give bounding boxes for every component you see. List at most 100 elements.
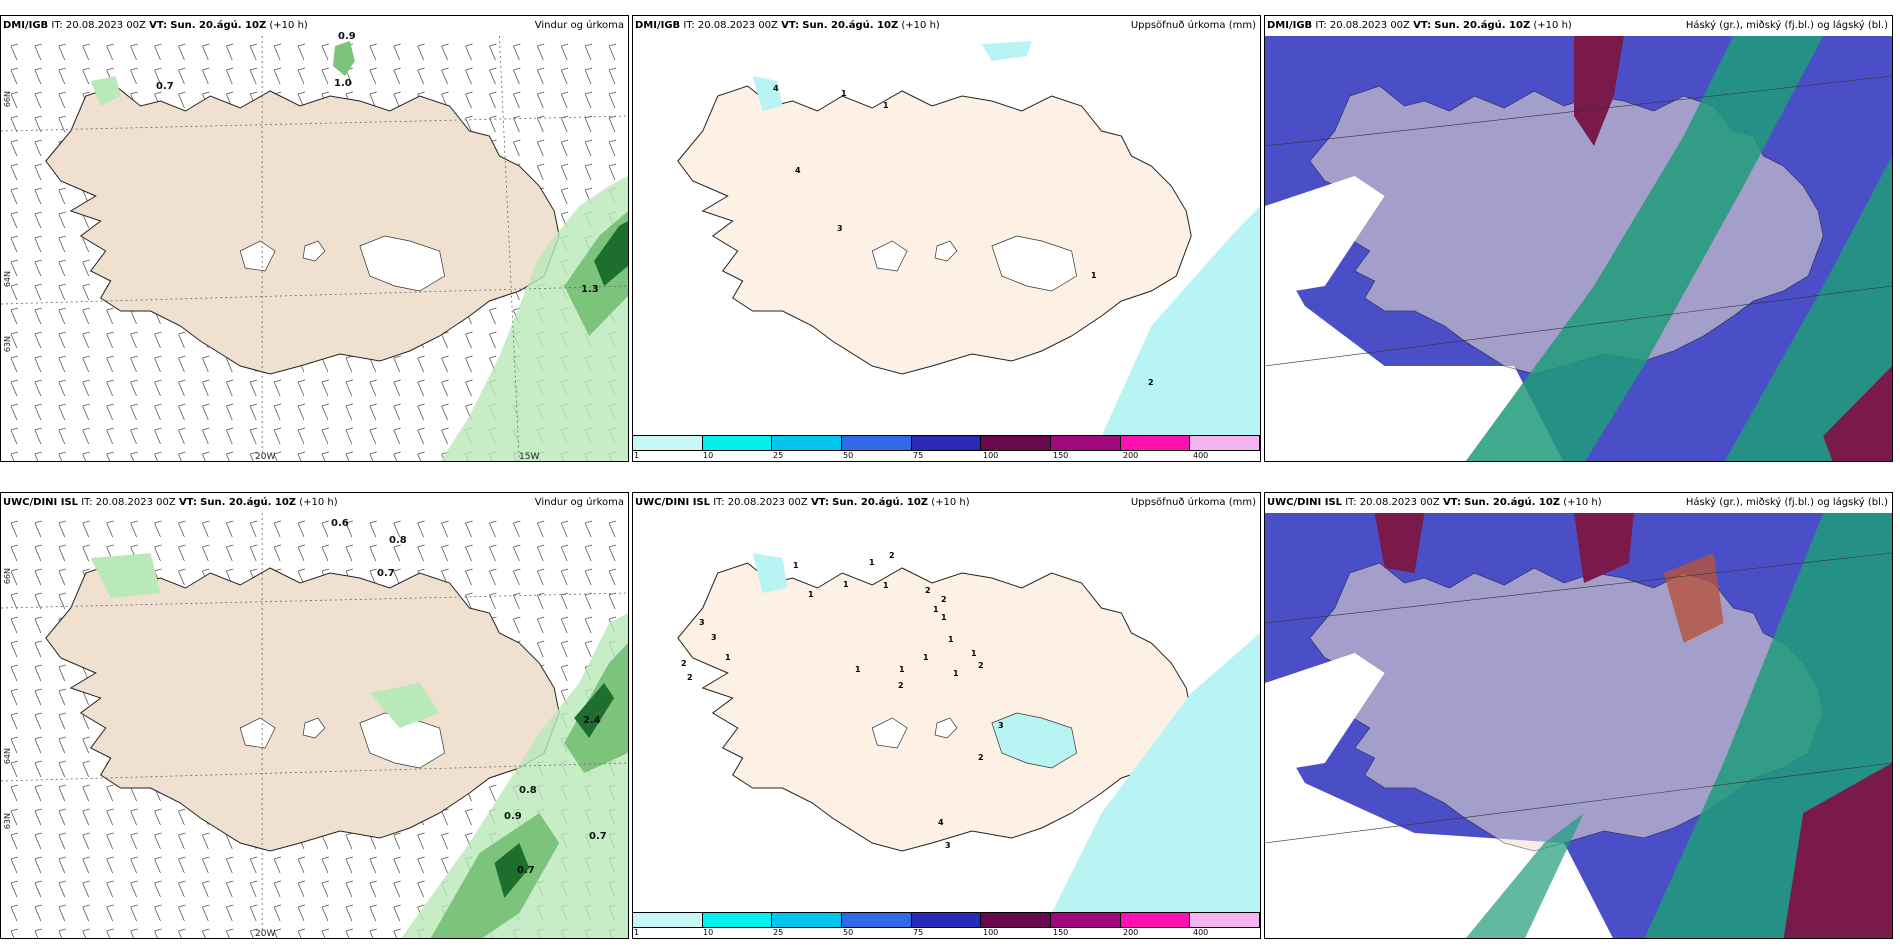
wind-barb [393, 568, 401, 586]
wind-barb [34, 808, 42, 826]
wind-barb [369, 520, 377, 538]
wind-barb [106, 808, 114, 826]
wind-barb [489, 307, 497, 325]
wind-barb [393, 379, 401, 397]
wind-barb [584, 67, 593, 85]
wind-barb [106, 451, 114, 461]
wind-barb [489, 91, 497, 109]
wind-barb [82, 760, 90, 778]
wind-barb [10, 67, 19, 85]
precip-value: 0.8 [519, 785, 537, 796]
wind-barb [201, 832, 210, 850]
wind-barb [441, 856, 449, 874]
wind-barb [154, 928, 162, 938]
wind-barb [536, 139, 545, 157]
wind-barb [58, 283, 66, 301]
precip-value: 0.7 [156, 81, 174, 92]
colorbar-tick: 400 [1193, 451, 1209, 460]
wind-barb [345, 379, 353, 397]
wind-barb [560, 520, 569, 538]
wind-barb [58, 904, 66, 922]
wind-barb [608, 115, 617, 133]
valid-label: VT: [1413, 20, 1432, 31]
wind-barb [536, 67, 545, 85]
wind-barb [58, 784, 66, 802]
wind-barb [345, 880, 353, 898]
wind-barb [154, 451, 162, 461]
wind-barb [58, 568, 66, 586]
wind-barb [82, 856, 90, 874]
wind-barb [512, 43, 521, 61]
wind-barb [34, 568, 42, 586]
accum-value: 1 [841, 89, 847, 98]
wind-barb [82, 427, 90, 445]
panel-accum-dmi: DMI/IGB IT: 20.08.2023 00Z VT: Sun. 20.á… [632, 15, 1261, 462]
wind-barb [249, 67, 258, 85]
wind-barb [178, 67, 186, 85]
accum-value: 1 [953, 669, 959, 678]
model-name: UWC/DINI ISL [1267, 497, 1343, 508]
wind-barb [489, 544, 497, 562]
wind-barb [297, 427, 306, 445]
wind-barb [154, 544, 162, 562]
wind-barb [34, 544, 42, 562]
wind-barb [34, 736, 42, 754]
colorbar-swatches [633, 435, 1260, 451]
wind-barb [34, 403, 42, 421]
accum-value: 2 [898, 681, 904, 690]
wind-barb [465, 808, 473, 826]
wind-barb [512, 592, 521, 610]
accum-value: 4 [795, 166, 801, 175]
valid-time: Sun. 20.ágú. 10Z [170, 20, 267, 31]
wind-barb [608, 43, 617, 61]
valid-time: Sun. 20.ágú. 10Z [802, 20, 899, 31]
lat-label: 63N [3, 813, 12, 830]
init-time: IT: 20.08.2023 00Z [683, 20, 778, 31]
wind-barb [10, 355, 19, 373]
valid-time: Sun. 20.ágú. 10Z [1434, 20, 1531, 31]
wind-barb [106, 403, 114, 421]
wind-barb [130, 43, 138, 61]
colorbar-swatch [1051, 913, 1121, 927]
colorbar-tick: 75 [913, 451, 924, 460]
wind-barb [608, 139, 617, 157]
wind-barb [512, 115, 521, 133]
wind-barb [130, 427, 138, 445]
wind-barb [273, 379, 282, 397]
wind-barb [58, 592, 66, 610]
wind-barb [560, 592, 569, 610]
wind-barb [34, 832, 42, 850]
wind-barb [58, 832, 66, 850]
wind-barb [106, 379, 114, 397]
wind-barb [465, 331, 473, 349]
wind-barb [130, 832, 138, 850]
cloud-map [1265, 36, 1892, 461]
wind-barb [512, 91, 521, 109]
wind-barb [82, 451, 90, 461]
wind-barb [560, 91, 569, 109]
wind-barb [536, 163, 545, 181]
wind-barb [34, 928, 42, 938]
wind-barb [393, 67, 401, 85]
wind-barb [34, 259, 42, 277]
accum-value: 3 [711, 633, 717, 642]
wind-barb [417, 832, 425, 850]
colorbar-swatch [911, 913, 982, 927]
wind-barb [393, 451, 401, 461]
lead-time: (+10 h) [901, 20, 940, 31]
wind-barb [34, 451, 42, 461]
panel-title: Háský (gr.), miðský (fj.bl.) og lágský (… [1685, 20, 1888, 31]
wind-barb [178, 928, 186, 938]
lat-label: 63N [3, 336, 12, 353]
wind-barb [82, 403, 90, 421]
wind-barb [201, 880, 210, 898]
wind-barb [417, 43, 425, 61]
wind-barb [106, 784, 114, 802]
accum-precip-map [633, 36, 1260, 461]
wind-barb [10, 808, 19, 826]
wind-barb [249, 880, 258, 898]
valid-label: VT: [1442, 497, 1461, 508]
wind-barb [393, 43, 401, 61]
wind-barb [58, 355, 66, 373]
wind-barb [82, 259, 90, 277]
